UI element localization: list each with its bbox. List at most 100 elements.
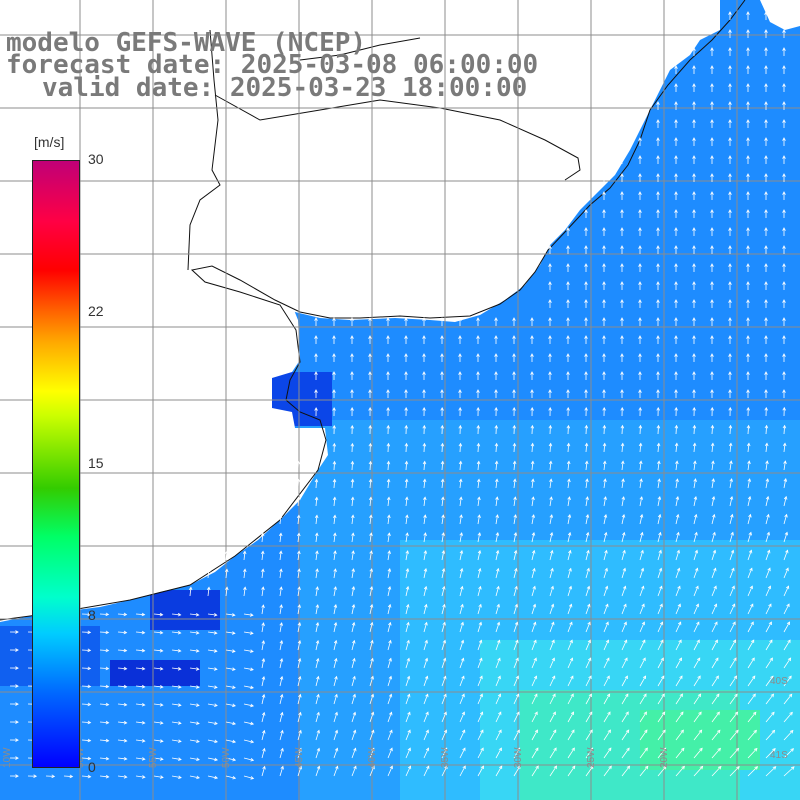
- wind-arrow: [513, 711, 520, 723]
- wind-arrow: [675, 443, 678, 453]
- wind-arrow-head: [87, 774, 92, 779]
- wind-arrow: [477, 532, 481, 543]
- wind-arrow: [621, 729, 630, 741]
- wind-arrow-head: [623, 639, 628, 644]
- wind-arrow-head: [622, 585, 627, 590]
- wind-arrow: [585, 586, 590, 597]
- wind-arrow-head: [350, 317, 354, 321]
- wind-arrow-head: [603, 513, 608, 518]
- wind-arrow-head: [123, 612, 128, 617]
- wind-arrow-head: [352, 657, 356, 662]
- wind-arrow: [333, 712, 338, 723]
- wind-arrow-head: [656, 245, 660, 249]
- wind-arrow-head: [728, 47, 732, 51]
- wind-arrow: [621, 443, 624, 453]
- wind-arrow-head: [386, 389, 390, 393]
- wind-arrow: [657, 461, 660, 471]
- wind-arrow-head: [279, 693, 284, 698]
- wind-arrow: [531, 693, 538, 705]
- wind-arrow-head: [105, 684, 110, 689]
- wind-arrow: [189, 721, 200, 724]
- wind-arrow-head: [231, 613, 236, 617]
- wind-arrow-head: [316, 747, 321, 752]
- wind-arrow-head: [714, 621, 718, 626]
- wind-arrow: [459, 550, 463, 561]
- wind-arrow-head: [250, 703, 255, 708]
- wind-arrow-head: [710, 137, 714, 141]
- wind-arrow-head: [768, 603, 772, 608]
- wind-arrow: [531, 461, 534, 471]
- wind-arrow-head: [389, 765, 393, 770]
- wind-arrow: [171, 685, 181, 688]
- wind-arrow-head: [728, 263, 732, 267]
- wind-arrow-head: [196, 721, 200, 725]
- wind-arrow-head: [261, 675, 266, 680]
- wind-arrow-head: [674, 263, 678, 267]
- wind-arrow-head: [440, 442, 445, 447]
- wind-arrow: [639, 461, 642, 471]
- wind-arrow: [477, 711, 483, 723]
- wind-arrow-head: [710, 317, 714, 321]
- wind-arrow-head: [314, 317, 318, 321]
- wind-arrow: [459, 568, 463, 579]
- wind-arrow: [207, 775, 218, 779]
- wind-arrow-head: [531, 531, 536, 536]
- wind-arrow: [675, 675, 683, 687]
- wind-arrow: [729, 514, 733, 525]
- wind-arrow-head: [746, 389, 750, 393]
- wind-arrow-head: [733, 657, 737, 662]
- wind-arrow-head: [589, 747, 594, 752]
- wind-arrow: [387, 568, 391, 579]
- ocean-speed-zone: [640, 710, 760, 770]
- wind-arrow-head: [404, 407, 408, 411]
- wind-arrow: [207, 703, 218, 707]
- wind-arrow-head: [530, 460, 535, 465]
- wind-arrow-head: [733, 675, 738, 680]
- wind-arrow: [567, 729, 575, 741]
- wind-arrow-head: [531, 514, 536, 518]
- wind-arrow-head: [680, 729, 684, 734]
- wind-arrow: [621, 657, 628, 669]
- wind-arrow-head: [160, 775, 164, 779]
- wind-arrow-head: [261, 604, 265, 609]
- wind-arrow-head: [660, 657, 664, 662]
- wind-arrow: [729, 550, 734, 561]
- wind-arrow-head: [550, 549, 554, 554]
- wind-arrow-head: [314, 353, 318, 357]
- wind-arrow-head: [644, 765, 649, 770]
- wind-arrow: [351, 461, 353, 471]
- wind-arrow-head: [260, 550, 265, 555]
- wind-arrow: [477, 729, 484, 741]
- wind-arrow-head: [769, 639, 773, 644]
- wind-arrow-head: [764, 317, 768, 321]
- wind-arrow: [351, 730, 356, 741]
- wind-arrow: [585, 532, 589, 543]
- wind-arrow: [585, 639, 591, 651]
- wind-arrow: [351, 586, 355, 597]
- wind-arrow: [297, 730, 302, 741]
- wind-arrow-head: [441, 567, 446, 572]
- wind-arrow: [729, 730, 739, 741]
- wind-arrow-head: [678, 621, 682, 626]
- wind-arrow-head: [735, 729, 739, 734]
- wind-arrow-head: [692, 137, 696, 141]
- wind-arrow: [783, 532, 788, 543]
- wind-arrow: [639, 747, 648, 759]
- wind-arrow-head: [656, 227, 660, 231]
- wind-arrow: [459, 640, 464, 651]
- wind-arrow: [675, 478, 678, 489]
- wind-arrow-head: [159, 648, 164, 653]
- wind-arrow: [747, 639, 755, 651]
- wind-arrow-head: [141, 721, 146, 725]
- longitude-label: 35W: [440, 747, 451, 768]
- wind-arrow: [747, 730, 757, 741]
- wind-arrow-head: [530, 353, 534, 357]
- wind-arrow: [387, 515, 390, 525]
- wind-arrow-head: [123, 702, 128, 707]
- wind-arrow-head: [553, 765, 557, 770]
- wind-arrow: [765, 425, 768, 435]
- wind-arrow-head: [692, 191, 696, 195]
- wind-arrow-head: [710, 83, 714, 87]
- wind-arrow: [189, 649, 199, 652]
- wind-arrow-head: [606, 693, 611, 698]
